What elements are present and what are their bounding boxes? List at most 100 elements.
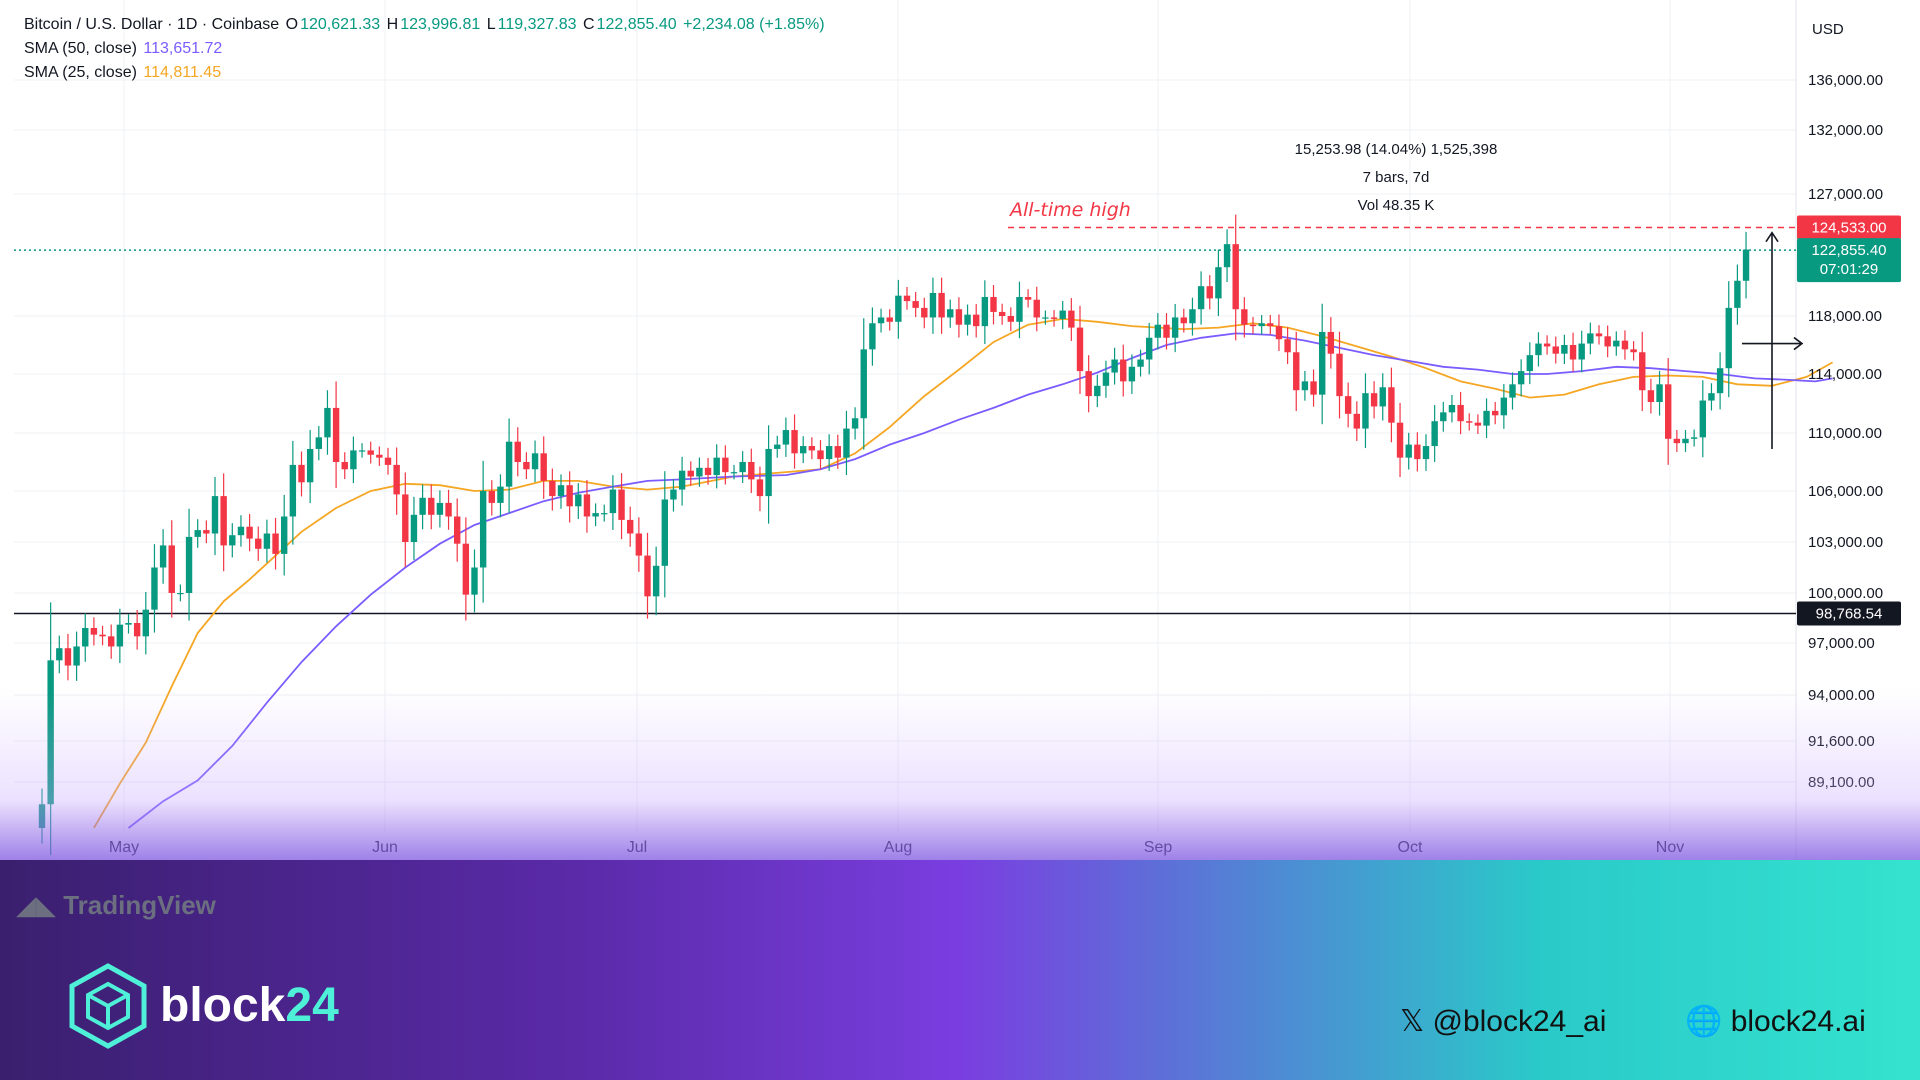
candle-body: [1716, 368, 1724, 394]
candle-body: [583, 494, 591, 517]
candle-body: [575, 494, 582, 507]
candle-body: [1405, 444, 1412, 458]
low-value: 119,327.83: [497, 16, 577, 33]
price-axis[interactable]: 136,000.00 132,000.00 127,000.00 118,000.00…: [1808, 72, 1883, 791]
all-time-high-label: All-time high: [1008, 199, 1131, 221]
candle-body: [1422, 446, 1430, 460]
candle-body: [644, 555, 651, 597]
candle-body: [1275, 326, 1283, 340]
candle-body: [531, 453, 539, 470]
candle-body: [1232, 244, 1239, 310]
candle-body: [393, 464, 400, 495]
sma25-legend[interactable]: SMA (25, close) 114,811.45: [24, 64, 223, 82]
candle-body: [1535, 343, 1542, 356]
candle-body: [1180, 317, 1187, 324]
candle-body: [1483, 410, 1490, 426]
footer-banner: [0, 860, 1920, 1080]
tradingview-icon: ◢◣: [16, 890, 64, 920]
price-tick-label: 103,000.00: [1808, 534, 1883, 551]
symbol-title: Bitcoin / U.S. Dollar · 1D · Coinbase: [24, 16, 280, 33]
sma50-legend[interactable]: SMA (50, close) 113,651.72: [24, 40, 224, 58]
candle-body: [877, 317, 885, 324]
candle-body: [289, 464, 297, 517]
ath-price-tag-text: 124,533.00: [1811, 219, 1886, 236]
candle-body: [306, 448, 314, 483]
candle-body: [1734, 280, 1741, 308]
candle-body: [869, 323, 876, 350]
candle-body: [1059, 310, 1066, 319]
candle-body: [1673, 438, 1681, 444]
candle-body: [800, 446, 807, 454]
candle-body: [1189, 309, 1196, 324]
x-handle-link[interactable]: 𝕏 @block24_ai: [1400, 1005, 1607, 1038]
candle-body: [627, 519, 634, 534]
price-levels: [14, 226, 1796, 615]
candle-body: [471, 567, 478, 595]
candle-body: [1613, 340, 1620, 347]
candle-body: [1146, 337, 1153, 360]
candle-body: [436, 502, 444, 515]
candle-body: [1543, 343, 1551, 347]
candle-body: [410, 514, 418, 542]
candle-body: [947, 309, 954, 318]
price-tick-label: 132,000.00: [1808, 122, 1883, 139]
candle-body: [1431, 421, 1438, 447]
measure-tool[interactable]: [1742, 231, 1804, 449]
candle-body: [142, 609, 149, 637]
candle-body: [367, 450, 374, 455]
candle-body: [860, 349, 867, 419]
candle-body: [99, 634, 106, 637]
ath-price-tag-box: [1797, 215, 1901, 240]
candle-body: [332, 407, 340, 462]
measure-volume-text: Vol 48.35 K: [1358, 197, 1435, 214]
candle-body: [834, 446, 841, 458]
candle-body: [601, 513, 608, 515]
candle-body: [255, 538, 262, 549]
candle-body: [990, 297, 997, 312]
candle-body: [384, 457, 392, 465]
time-axis[interactable]: May Jun Jul Aug Sep Oct Nov: [109, 839, 1684, 856]
candle-body: [350, 450, 357, 470]
candle-body: [895, 295, 902, 322]
candle-body: [1699, 400, 1706, 438]
candle-body: [765, 448, 772, 497]
candle-body: [281, 516, 288, 554]
time-tick-label: Nov: [1656, 839, 1684, 856]
candle-body: [1085, 371, 1092, 397]
candle-body: [246, 526, 253, 539]
price-tick-label: 94,000.00: [1808, 687, 1875, 704]
candle-body: [1630, 349, 1637, 353]
price-tick-label: 89,100.00: [1808, 774, 1875, 791]
candle-body: [1509, 384, 1516, 398]
candle-body: [1336, 353, 1343, 397]
candle-body: [82, 628, 89, 647]
open-value: 120,621.33: [300, 16, 381, 33]
high-label: H: [386, 16, 399, 33]
candle-body: [1171, 317, 1179, 338]
candle-body: [1587, 333, 1594, 344]
candle-body: [1492, 410, 1499, 416]
candle-body: [194, 530, 201, 537]
currency-label[interactable]: USD: [1812, 21, 1844, 38]
sma50-line: [127, 332, 1833, 829]
candle-body: [108, 636, 115, 647]
last-price-tag-text: 122,855.40: [1811, 242, 1886, 259]
candle-body: [1708, 393, 1715, 401]
candle-body: [1448, 404, 1456, 413]
candle-body: [125, 623, 132, 625]
candle-body: [1396, 422, 1404, 458]
candle-body: [1120, 359, 1127, 382]
website-link[interactable]: 🌐 block24.ai: [1685, 1005, 1866, 1038]
candle-body: [618, 489, 625, 520]
tradingview-label: TradingView: [63, 890, 216, 920]
candle-body: [168, 545, 175, 593]
candle-body: [1024, 297, 1032, 300]
candle-body: [998, 311, 1006, 316]
candle-body: [1621, 340, 1629, 350]
sma25-line: [93, 317, 1834, 829]
time-tick-label: Aug: [884, 839, 912, 856]
candle-body: [47, 660, 54, 805]
candle-body: [64, 648, 72, 666]
candle-body: [635, 533, 643, 556]
